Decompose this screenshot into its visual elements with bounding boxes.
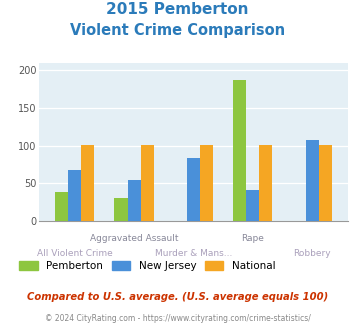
- Text: Robbery: Robbery: [294, 249, 331, 258]
- Text: All Violent Crime: All Violent Crime: [37, 249, 113, 258]
- Legend: Pemberton, New Jersey, National: Pemberton, New Jersey, National: [20, 261, 275, 271]
- Bar: [260, 145, 273, 221]
- Bar: [141, 145, 154, 221]
- Bar: [81, 145, 94, 221]
- Bar: [319, 145, 332, 221]
- Text: Violent Crime Comparison: Violent Crime Comparison: [70, 23, 285, 38]
- Bar: [246, 190, 260, 221]
- Text: Murder & Mans...: Murder & Mans...: [155, 249, 232, 258]
- Bar: [233, 80, 246, 221]
- Text: 2015 Pemberton: 2015 Pemberton: [106, 2, 249, 16]
- Bar: [114, 198, 127, 221]
- Bar: [55, 192, 68, 221]
- Bar: [127, 180, 141, 221]
- Text: © 2024 CityRating.com - https://www.cityrating.com/crime-statistics/: © 2024 CityRating.com - https://www.city…: [45, 314, 310, 323]
- Bar: [68, 170, 81, 221]
- Bar: [306, 140, 319, 221]
- Bar: [187, 158, 200, 221]
- Text: Aggravated Assault: Aggravated Assault: [90, 234, 178, 243]
- Text: Compared to U.S. average. (U.S. average equals 100): Compared to U.S. average. (U.S. average …: [27, 292, 328, 302]
- Bar: [200, 145, 213, 221]
- Text: Rape: Rape: [241, 234, 264, 243]
